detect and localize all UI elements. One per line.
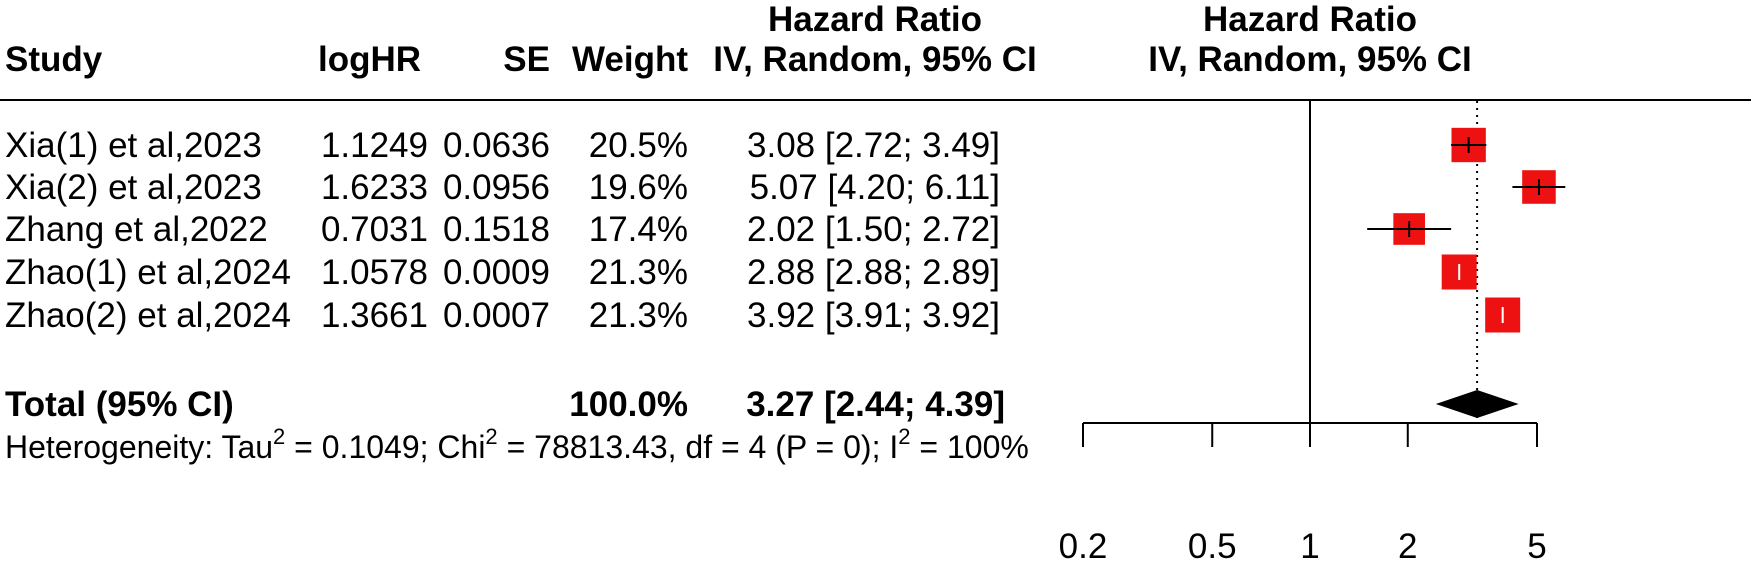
study-ci: 2.88 [2.88; 2.89] xyxy=(747,253,1000,292)
header-hr-sub: IV, Random, 95% CI xyxy=(713,40,1037,79)
study-ci: 2.02 [1.50; 2.72] xyxy=(747,210,1000,249)
pooled-diamond xyxy=(1435,390,1519,418)
x-tick-label: 0.2 xyxy=(1059,527,1108,563)
total-ci: 3.27 [2.44; 4.39] xyxy=(746,385,1005,424)
plot-header-sub: IV, Random, 95% CI xyxy=(1148,40,1472,79)
x-tick-label: 1 xyxy=(1300,527,1319,563)
study-weight: 20.5% xyxy=(588,126,688,165)
study-loghr: 0.7031 xyxy=(320,210,428,249)
study-loghr: 1.6233 xyxy=(320,168,428,207)
header-weight: Weight xyxy=(571,40,688,79)
study-loghr: 1.1249 xyxy=(320,126,428,165)
study-ci: 3.92 [3.91; 3.92] xyxy=(747,296,1000,335)
study-weight: 21.3% xyxy=(588,253,688,292)
study-loghr: 1.0578 xyxy=(320,253,428,292)
study-se: 0.0007 xyxy=(442,296,550,335)
total-weight: 100.0% xyxy=(569,385,688,424)
plot-header-title: Hazard Ratio xyxy=(1203,0,1417,39)
study-se: 0.0956 xyxy=(442,168,550,207)
study-weight: 17.4% xyxy=(588,210,688,249)
study-se: 0.0009 xyxy=(442,253,550,292)
header-se: SE xyxy=(503,40,550,79)
header-loghr: logHR xyxy=(318,40,422,79)
study-loghr: 1.3661 xyxy=(320,296,428,335)
header-rule xyxy=(0,99,1751,101)
study-name: Zhao(2) et al,2024 xyxy=(5,296,292,335)
study-ci: 5.07 [4.20; 6.11] xyxy=(749,168,1000,207)
study-ci: 3.08 [2.72; 3.49] xyxy=(747,126,1000,165)
study-name: Zhao(1) et al,2024 xyxy=(5,253,292,292)
heterogeneity-text: Heterogeneity: Tau2 = 0.1049; Chi2 = 788… xyxy=(5,424,1029,465)
header-study: Study xyxy=(5,40,103,79)
study-name: Zhang et al,2022 xyxy=(5,210,268,249)
study-weight: 19.6% xyxy=(588,168,688,207)
x-tick-label: 5 xyxy=(1527,527,1546,563)
study-weight: 21.3% xyxy=(588,296,688,335)
study-name: Xia(1) et al,2023 xyxy=(5,126,262,165)
x-tick-label: 0.5 xyxy=(1188,527,1237,563)
header-hr-title: Hazard Ratio xyxy=(768,0,982,39)
study-se: 0.1518 xyxy=(442,210,550,249)
total-label: Total (95% CI) xyxy=(5,385,234,424)
study-name: Xia(2) et al,2023 xyxy=(5,168,262,207)
x-tick-label: 2 xyxy=(1398,527,1417,563)
study-se: 0.0636 xyxy=(442,126,550,165)
